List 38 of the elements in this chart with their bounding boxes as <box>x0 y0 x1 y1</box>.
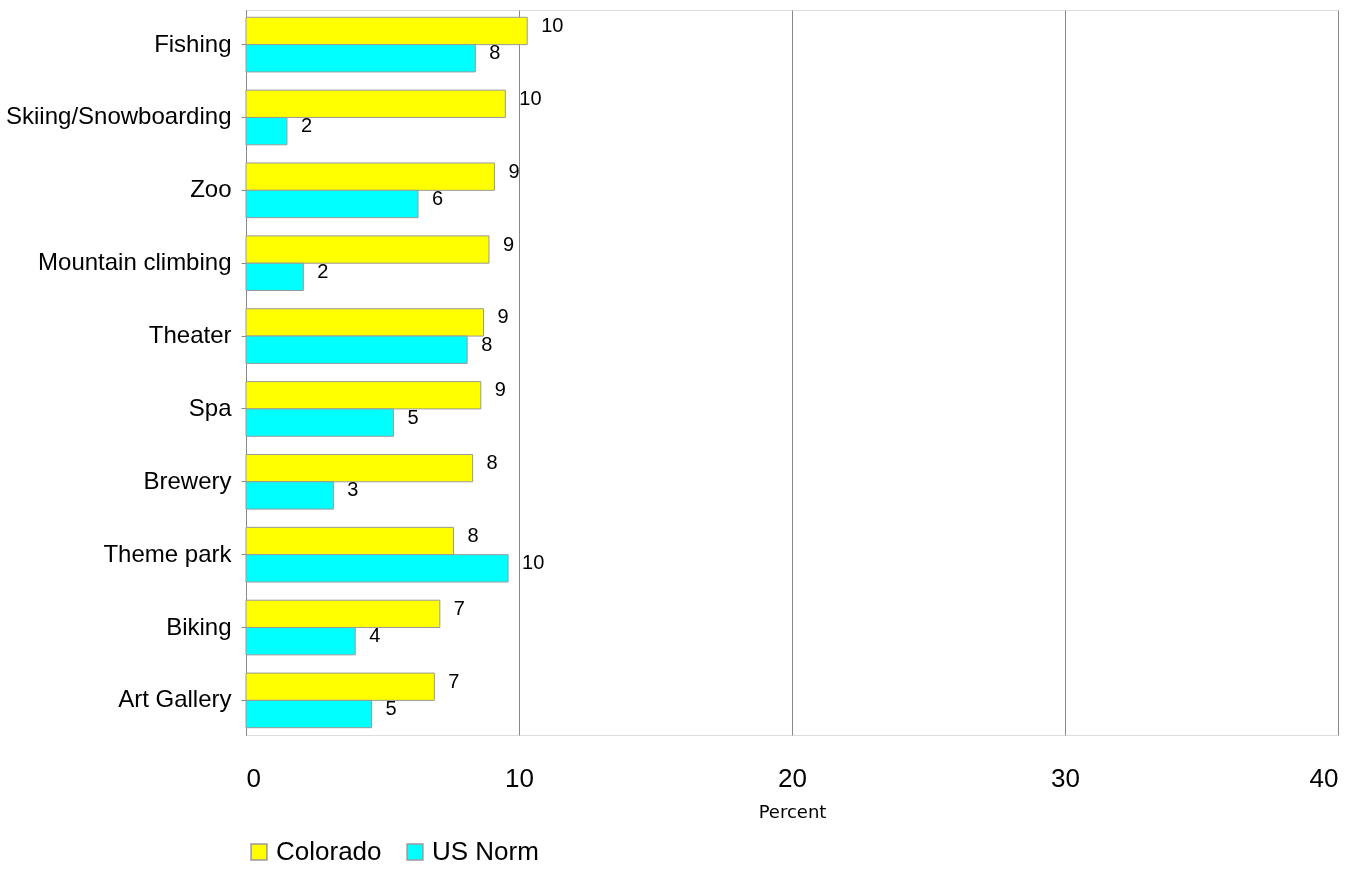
data-label: 2 <box>317 259 329 282</box>
data-label: 2 <box>300 114 313 137</box>
legend-label: Colorado <box>276 836 382 866</box>
y-tick-label: Theater <box>148 321 232 349</box>
x-tick-label: 40 <box>1309 762 1339 793</box>
data-label: 5 <box>385 697 397 720</box>
data-label: 5 <box>407 405 419 428</box>
data-label: 8 <box>489 41 501 64</box>
data-label: 6 <box>431 187 444 209</box>
data-label: 9 <box>508 159 520 182</box>
y-tick-label: Spa <box>188 393 233 421</box>
y-tick-label: Fishing <box>154 29 232 57</box>
y-tick-label: Zoo <box>190 175 232 203</box>
data-label: 9 <box>494 378 506 401</box>
y-tick-label: Biking <box>166 612 232 640</box>
data-label: 10 <box>519 86 542 109</box>
x-tick-label: 0 <box>246 762 261 793</box>
y-tick-label: Theme park <box>103 539 233 567</box>
data-label: 10 <box>522 551 545 574</box>
data-label: 10 <box>541 13 564 36</box>
y-tick-label: Brewery <box>143 466 232 494</box>
data-label: 7 <box>453 596 465 619</box>
x-tick-label: 20 <box>778 762 807 793</box>
data-label: 9 <box>502 232 515 255</box>
data-label: 8 <box>481 332 493 355</box>
data-label: 8 <box>467 524 479 546</box>
data-label: 4 <box>369 624 381 647</box>
data-label: 8 <box>486 451 498 474</box>
legend-label: US Norm <box>432 836 539 866</box>
y-tick-label: Art Gallery <box>118 685 232 713</box>
data-label: 3 <box>347 478 359 501</box>
x-axis-title: Percent <box>758 800 827 822</box>
data-label: 9 <box>497 305 509 328</box>
x-tick-label: 30 <box>1051 762 1080 793</box>
y-tick-label: Skiing/Snowboarding <box>6 102 232 130</box>
x-tick-label: 10 <box>505 762 534 793</box>
y-tick-label: Mountain climbing <box>38 248 232 276</box>
data-label: 7 <box>448 669 460 692</box>
